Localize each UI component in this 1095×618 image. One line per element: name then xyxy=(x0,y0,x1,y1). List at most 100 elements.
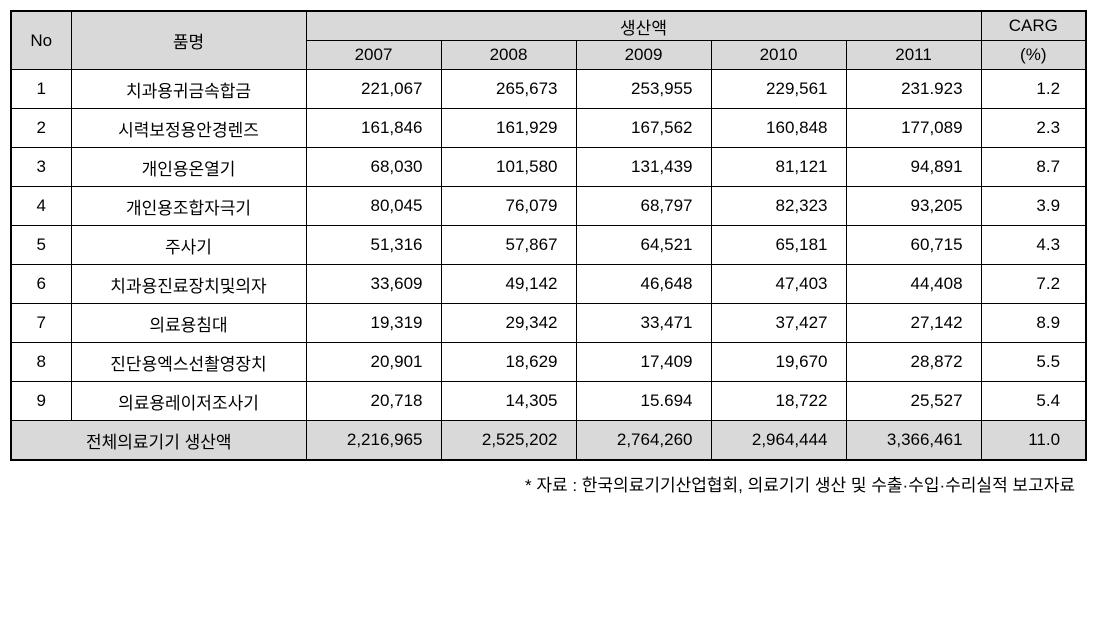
header-year-2007: 2007 xyxy=(306,41,441,70)
source-note: * 자료 : 한국의료기기산업협회, 의료기기 생산 및 수출·수입·수리실적 … xyxy=(10,471,1085,496)
cell-value: 221,067 xyxy=(306,70,441,109)
cell-value: 18,722 xyxy=(711,382,846,421)
cell-value: 46,648 xyxy=(576,265,711,304)
total-value: 2,525,202 xyxy=(441,421,576,461)
cell-name: 시력보정용안경렌즈 xyxy=(71,109,306,148)
cell-carg: 1.2 xyxy=(981,70,1086,109)
header-name: 품명 xyxy=(71,11,306,70)
cell-no: 9 xyxy=(11,382,71,421)
cell-value: 60,715 xyxy=(846,226,981,265)
cell-no: 2 xyxy=(11,109,71,148)
cell-value: 57,867 xyxy=(441,226,576,265)
cell-value: 76,079 xyxy=(441,187,576,226)
total-label: 전체의료기기 생산액 xyxy=(11,421,306,461)
cell-value: 20,901 xyxy=(306,343,441,382)
cell-value: 49,142 xyxy=(441,265,576,304)
cell-value: 64,521 xyxy=(576,226,711,265)
cell-carg: 5.4 xyxy=(981,382,1086,421)
cell-carg: 8.9 xyxy=(981,304,1086,343)
cell-value: 29,342 xyxy=(441,304,576,343)
cell-no: 4 xyxy=(11,187,71,226)
cell-value: 80,045 xyxy=(306,187,441,226)
cell-value: 44,408 xyxy=(846,265,981,304)
cell-no: 8 xyxy=(11,343,71,382)
cell-name: 진단용엑스선촬영장치 xyxy=(71,343,306,382)
production-table: No 품명 생산액 CARG 2007 2008 2009 2010 2011 … xyxy=(10,10,1087,461)
cell-carg: 5.5 xyxy=(981,343,1086,382)
cell-value: 18,629 xyxy=(441,343,576,382)
cell-value: 17,409 xyxy=(576,343,711,382)
cell-name: 치과용귀금속합금 xyxy=(71,70,306,109)
cell-value: 47,403 xyxy=(711,265,846,304)
cell-value: 81,121 xyxy=(711,148,846,187)
header-carg-top: CARG xyxy=(981,11,1086,41)
total-carg: 11.0 xyxy=(981,421,1086,461)
cell-value: 65,181 xyxy=(711,226,846,265)
cell-value: 33,471 xyxy=(576,304,711,343)
header-year-2009: 2009 xyxy=(576,41,711,70)
table-row: 3 개인용온열기 68,030 101,580 131,439 81,121 9… xyxy=(11,148,1086,187)
cell-no: 3 xyxy=(11,148,71,187)
cell-value: 265,673 xyxy=(441,70,576,109)
cell-value: 68,797 xyxy=(576,187,711,226)
cell-value: 20,718 xyxy=(306,382,441,421)
cell-value: 229,561 xyxy=(711,70,846,109)
cell-value: 68,030 xyxy=(306,148,441,187)
cell-value: 82,323 xyxy=(711,187,846,226)
cell-value: 94,891 xyxy=(846,148,981,187)
cell-value: 14,305 xyxy=(441,382,576,421)
cell-value: 101,580 xyxy=(441,148,576,187)
cell-value: 160,848 xyxy=(711,109,846,148)
cell-value: 33,609 xyxy=(306,265,441,304)
header-carg-bottom: (%) xyxy=(981,41,1086,70)
table-row: 1 치과용귀금속합금 221,067 265,673 253,955 229,5… xyxy=(11,70,1086,109)
table-row: 9 의료용레이저조사기 20,718 14,305 15.694 18,722 … xyxy=(11,382,1086,421)
cell-value: 231.923 xyxy=(846,70,981,109)
total-value: 2,764,260 xyxy=(576,421,711,461)
total-row: 전체의료기기 생산액 2,216,965 2,525,202 2,764,260… xyxy=(11,421,1086,461)
header-year-2008: 2008 xyxy=(441,41,576,70)
header-year-2011: 2011 xyxy=(846,41,981,70)
cell-name: 개인용온열기 xyxy=(71,148,306,187)
cell-no: 7 xyxy=(11,304,71,343)
cell-value: 177,089 xyxy=(846,109,981,148)
cell-carg: 4.3 xyxy=(981,226,1086,265)
table-row: 8 진단용엑스선촬영장치 20,901 18,629 17,409 19,670… xyxy=(11,343,1086,382)
cell-value: 19,319 xyxy=(306,304,441,343)
cell-name: 의료용침대 xyxy=(71,304,306,343)
cell-no: 5 xyxy=(11,226,71,265)
header-no: No xyxy=(11,11,71,70)
cell-value: 51,316 xyxy=(306,226,441,265)
cell-carg: 2.3 xyxy=(981,109,1086,148)
total-value: 2,964,444 xyxy=(711,421,846,461)
header-year-2010: 2010 xyxy=(711,41,846,70)
table-row: 4 개인용조합자극기 80,045 76,079 68,797 82,323 9… xyxy=(11,187,1086,226)
cell-value: 167,562 xyxy=(576,109,711,148)
cell-name: 주사기 xyxy=(71,226,306,265)
cell-value: 131,439 xyxy=(576,148,711,187)
cell-value: 28,872 xyxy=(846,343,981,382)
cell-value: 93,205 xyxy=(846,187,981,226)
cell-value: 37,427 xyxy=(711,304,846,343)
table-row: 5 주사기 51,316 57,867 64,521 65,181 60,715… xyxy=(11,226,1086,265)
cell-carg: 8.7 xyxy=(981,148,1086,187)
header-production: 생산액 xyxy=(306,11,981,41)
cell-carg: 3.9 xyxy=(981,187,1086,226)
cell-value: 19,670 xyxy=(711,343,846,382)
table-row: 7 의료용침대 19,319 29,342 33,471 37,427 27,1… xyxy=(11,304,1086,343)
table-body: 1 치과용귀금속합금 221,067 265,673 253,955 229,5… xyxy=(11,70,1086,461)
cell-no: 6 xyxy=(11,265,71,304)
cell-value: 25,527 xyxy=(846,382,981,421)
table-row: 2 시력보정용안경렌즈 161,846 161,929 167,562 160,… xyxy=(11,109,1086,148)
cell-value: 161,846 xyxy=(306,109,441,148)
cell-value: 253,955 xyxy=(576,70,711,109)
cell-value: 15.694 xyxy=(576,382,711,421)
total-value: 3,366,461 xyxy=(846,421,981,461)
table-row: 6 치과용진료장치및의자 33,609 49,142 46,648 47,403… xyxy=(11,265,1086,304)
cell-no: 1 xyxy=(11,70,71,109)
cell-value: 27,142 xyxy=(846,304,981,343)
cell-name: 개인용조합자극기 xyxy=(71,187,306,226)
cell-name: 의료용레이저조사기 xyxy=(71,382,306,421)
cell-carg: 7.2 xyxy=(981,265,1086,304)
cell-name: 치과용진료장치및의자 xyxy=(71,265,306,304)
